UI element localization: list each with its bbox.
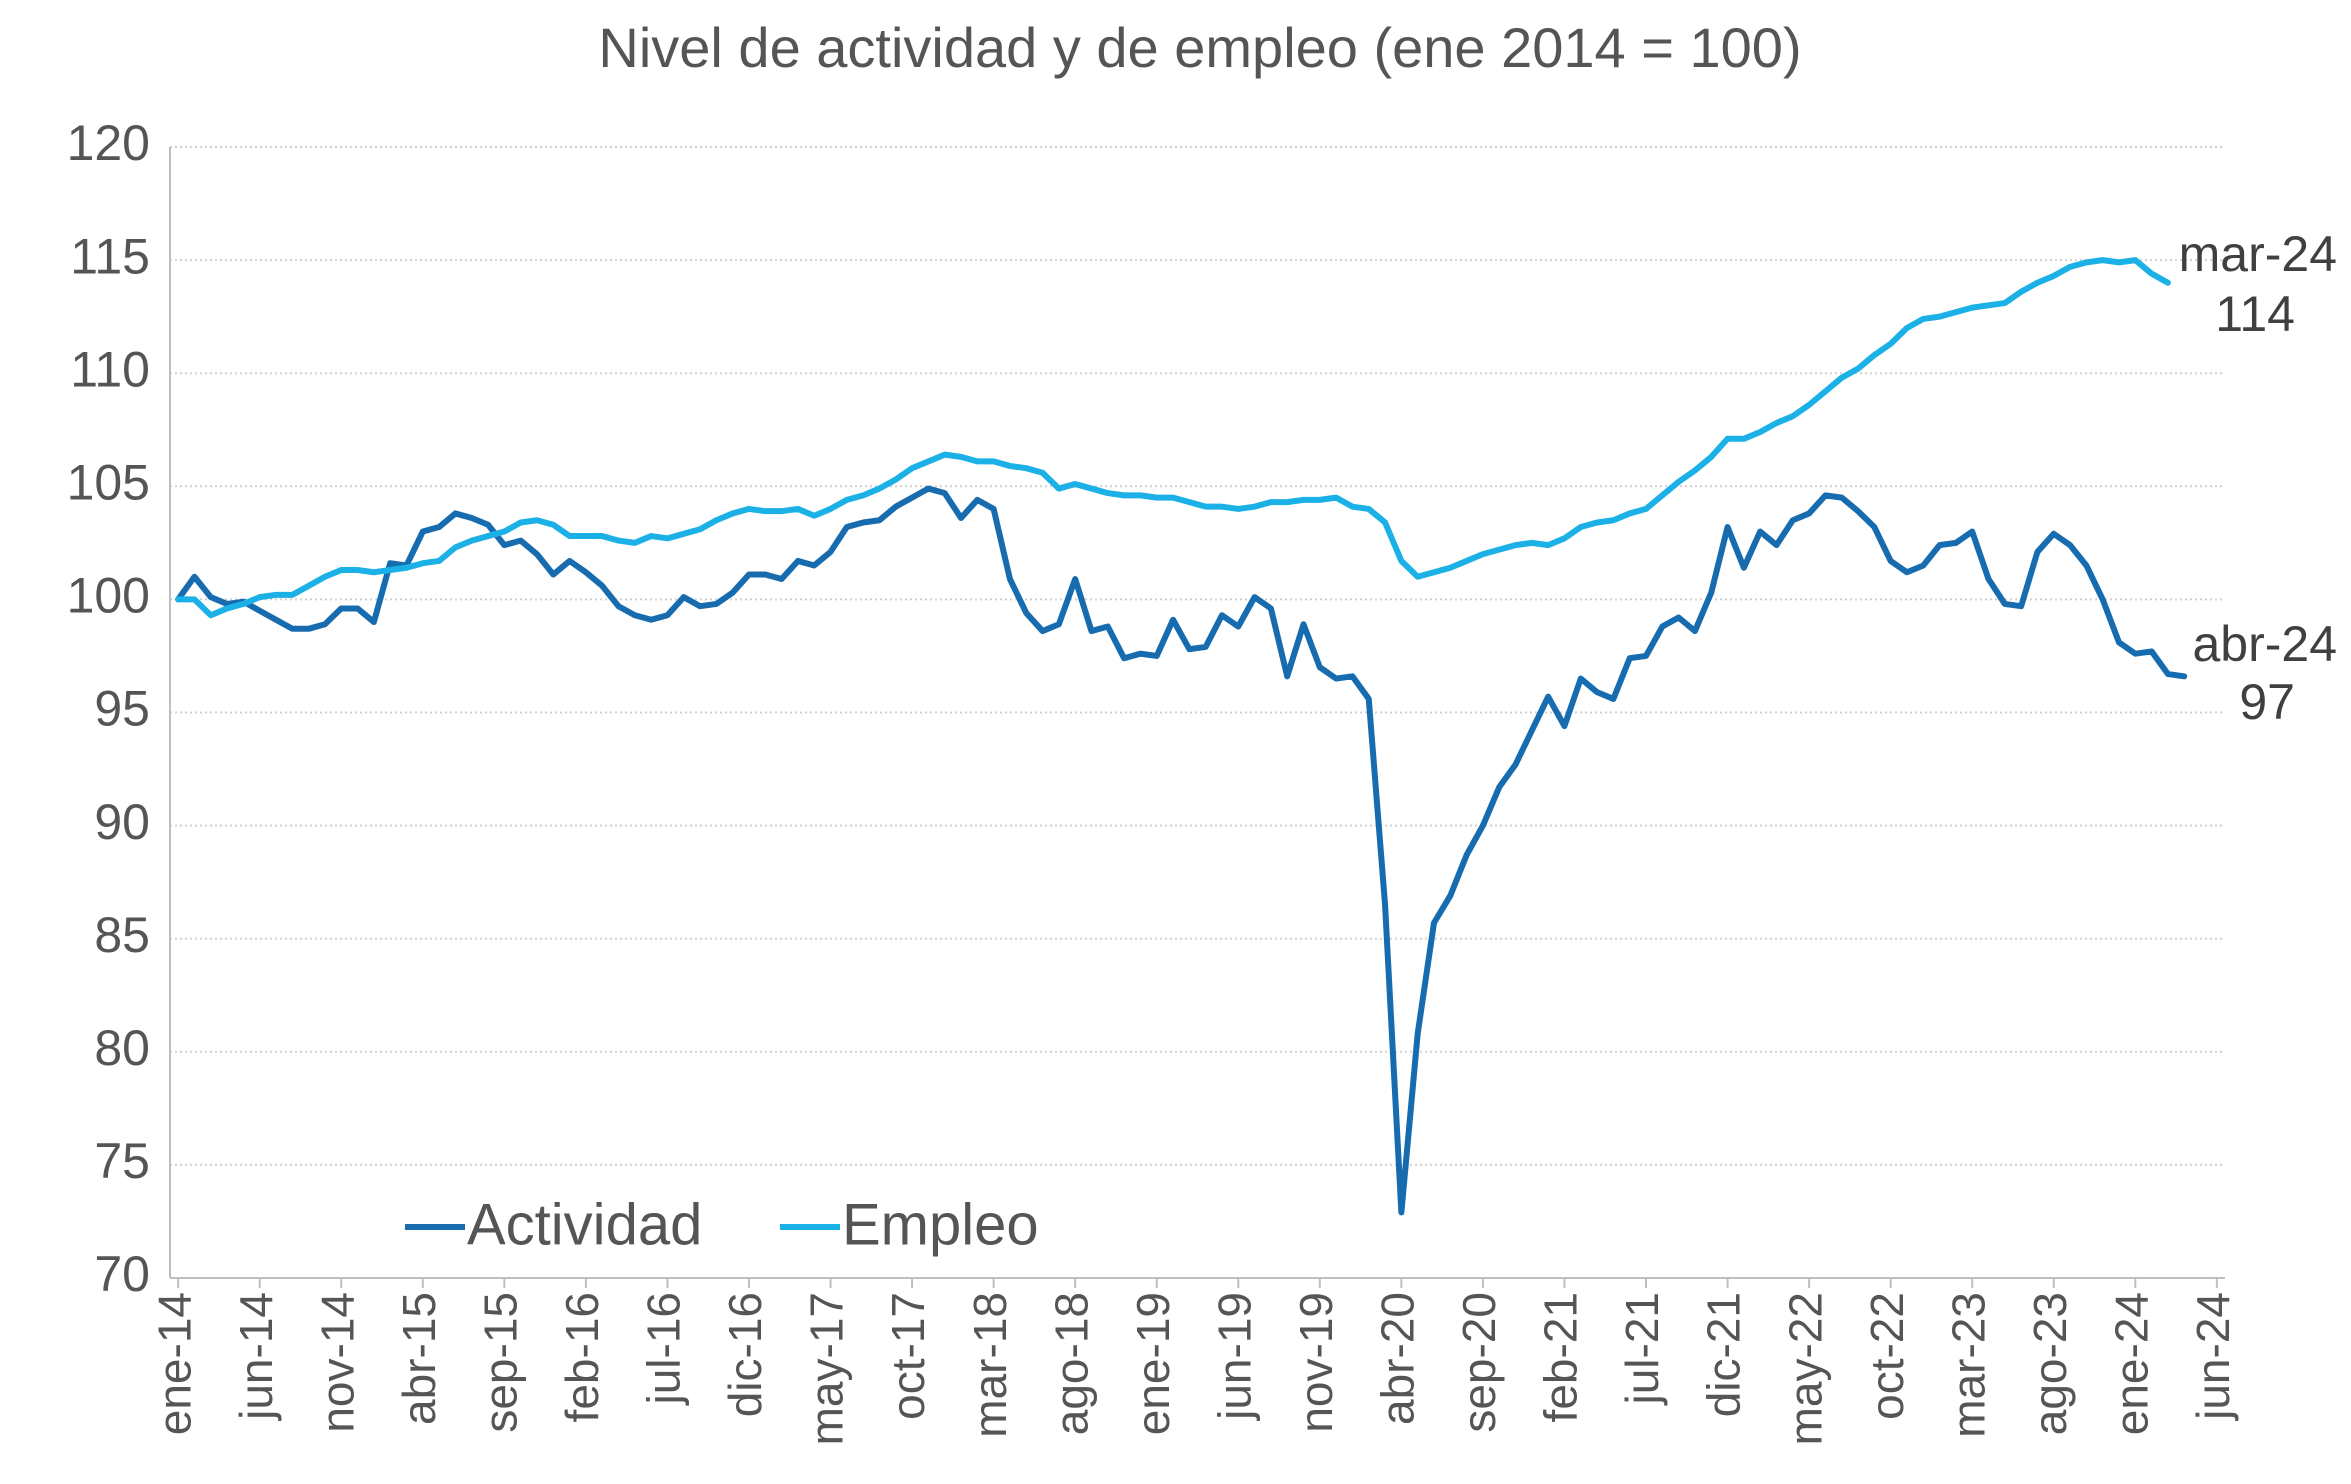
annotation: abr-24 [2192, 616, 2337, 672]
x-tick-label: feb-16 [556, 1292, 608, 1422]
annotation: 97 [2239, 674, 2295, 730]
annotation: mar-24 [2179, 226, 2337, 282]
y-tick-label: 115 [70, 228, 150, 284]
x-tick-label: ene-19 [1127, 1292, 1179, 1435]
legend-label: Empleo [842, 1192, 1039, 1257]
x-tick-label: ago-18 [1045, 1292, 1097, 1435]
x-tick-label: jun-24 [2187, 1292, 2239, 1422]
x-tick-label: may-22 [1779, 1292, 1831, 1445]
x-tick-label: mar-18 [964, 1292, 1016, 1438]
x-tick-label: abr-20 [1372, 1292, 1424, 1425]
x-tick-label: nov-19 [1290, 1292, 1342, 1433]
y-tick-label: 120 [67, 115, 150, 171]
x-tick-label: dic-21 [1698, 1292, 1750, 1417]
x-tick-label: jun-19 [1208, 1292, 1260, 1422]
x-tick-label: mar-23 [1942, 1292, 1994, 1438]
x-tick-label: nov-14 [311, 1292, 363, 1433]
x-tick-label: ene-24 [2105, 1292, 2157, 1435]
y-tick-label: 95 [94, 681, 150, 737]
x-tick-label: jul-16 [638, 1292, 690, 1407]
chart-title: Nivel de actividad y de empleo (ene 2014… [598, 16, 1801, 79]
x-tick-label: sep-15 [475, 1292, 527, 1433]
y-tick-label: 70 [94, 1246, 150, 1302]
x-tick-label: oct-22 [1861, 1292, 1913, 1420]
x-tick-label: jun-14 [230, 1292, 282, 1422]
y-tick-label: 75 [94, 1133, 150, 1189]
x-tick-label: may-17 [801, 1292, 853, 1445]
series-line [175, 485, 2188, 1216]
annotation: 114 [2215, 286, 2295, 342]
x-tick-label: feb-21 [1535, 1292, 1587, 1422]
legend-label: Actividad [467, 1192, 702, 1257]
x-tick-label: ago-23 [2024, 1292, 2076, 1435]
x-tick-label: oct-17 [882, 1292, 934, 1420]
x-tick-label: sep-20 [1453, 1292, 1505, 1433]
x-tick-label: dic-16 [719, 1292, 771, 1417]
y-tick-label: 80 [94, 1020, 150, 1076]
x-tick-label: ene-14 [148, 1292, 200, 1435]
y-tick-label: 100 [67, 568, 150, 624]
x-tick-label: jul-21 [1616, 1292, 1668, 1407]
x-tick-label: abr-15 [393, 1292, 445, 1425]
y-tick-label: 110 [70, 341, 150, 397]
y-tick-label: 85 [94, 907, 150, 963]
y-tick-label: 105 [67, 455, 150, 511]
series-line [175, 257, 2171, 619]
y-tick-label: 90 [94, 794, 150, 850]
